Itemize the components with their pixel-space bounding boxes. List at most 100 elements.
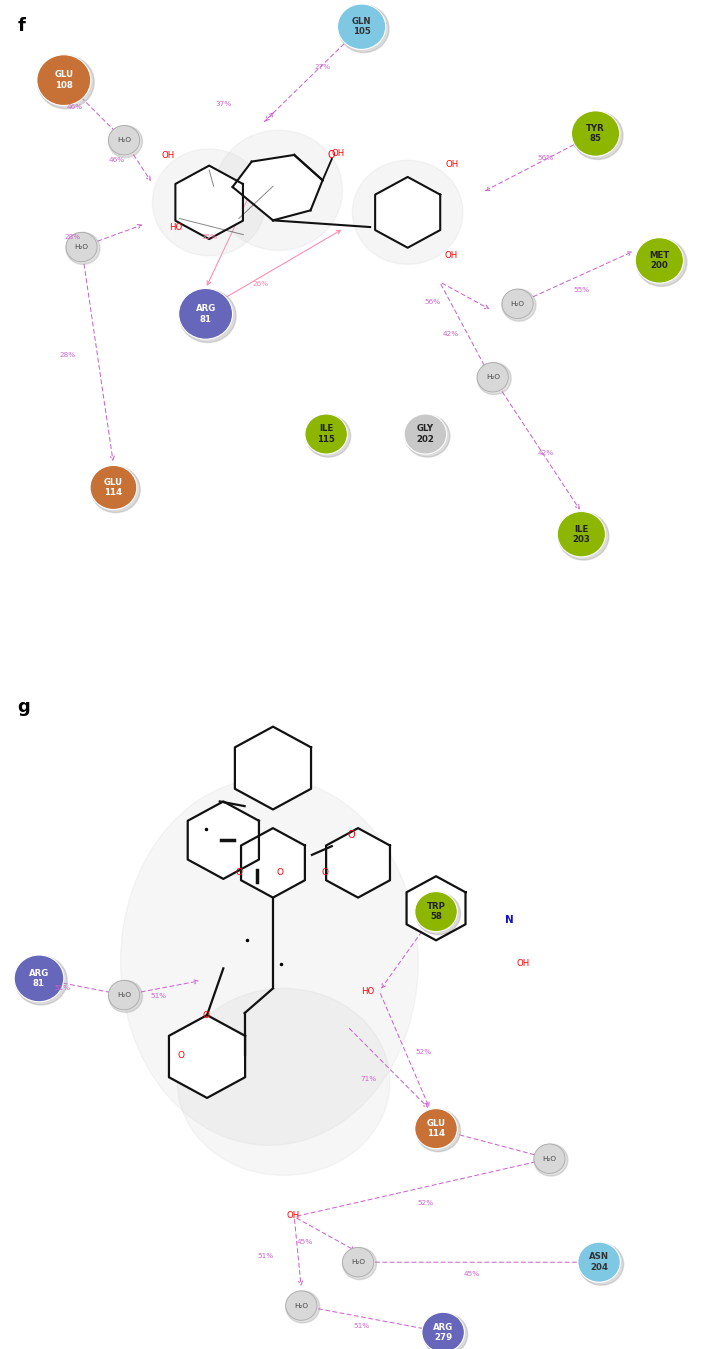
Text: H₂O: H₂O — [117, 992, 131, 998]
Text: 26%: 26% — [253, 281, 269, 287]
Circle shape — [415, 1110, 461, 1152]
Circle shape — [14, 955, 64, 1002]
Circle shape — [215, 131, 342, 251]
Text: GLU
114: GLU 114 — [104, 478, 123, 498]
Text: O: O — [321, 867, 328, 877]
Circle shape — [108, 981, 140, 1010]
Text: TRP
58: TRP 58 — [427, 902, 445, 921]
Circle shape — [578, 1242, 620, 1282]
Circle shape — [571, 111, 620, 156]
Text: ILE
203: ILE 203 — [572, 525, 591, 544]
Text: 52%: 52% — [418, 1201, 433, 1206]
Circle shape — [534, 1144, 565, 1174]
Text: OH: OH — [287, 1211, 300, 1219]
Text: H₂O: H₂O — [117, 138, 131, 143]
Circle shape — [286, 1291, 317, 1321]
Text: TYR
85: TYR 85 — [586, 124, 605, 143]
Text: 27%: 27% — [315, 63, 330, 70]
Text: H₂O: H₂O — [351, 1259, 365, 1265]
Text: OH: OH — [446, 159, 459, 169]
Text: ASN
204: ASN 204 — [589, 1252, 609, 1272]
Circle shape — [306, 415, 350, 457]
Ellipse shape — [177, 989, 390, 1175]
Circle shape — [108, 981, 143, 1013]
Text: 55%: 55% — [574, 287, 589, 294]
Circle shape — [337, 4, 386, 50]
Text: 51%: 51% — [55, 985, 70, 992]
Text: 45%: 45% — [464, 1271, 479, 1278]
Polygon shape — [188, 801, 259, 880]
Circle shape — [152, 148, 266, 256]
Ellipse shape — [121, 778, 418, 1145]
Circle shape — [415, 892, 457, 932]
Text: N: N — [505, 915, 513, 924]
Circle shape — [179, 289, 233, 339]
Circle shape — [404, 414, 447, 455]
Text: GLU
114: GLU 114 — [427, 1118, 445, 1139]
Text: GLN
105: GLN 105 — [352, 18, 372, 36]
Polygon shape — [375, 177, 440, 248]
Circle shape — [635, 237, 683, 283]
Circle shape — [108, 125, 143, 158]
Circle shape — [423, 1314, 468, 1349]
Text: 46%: 46% — [67, 104, 82, 109]
Text: 42%: 42% — [538, 449, 554, 456]
Circle shape — [338, 5, 389, 53]
Text: H₂O: H₂O — [510, 301, 525, 306]
Circle shape — [636, 239, 687, 286]
Text: HO: HO — [361, 987, 374, 997]
Text: OH: OH — [445, 251, 457, 259]
Text: 46%: 46% — [109, 158, 125, 163]
Circle shape — [342, 1248, 376, 1280]
Circle shape — [415, 1109, 457, 1149]
Text: 56%: 56% — [538, 155, 554, 161]
Text: 28%: 28% — [60, 352, 75, 359]
Text: GLU
108: GLU 108 — [55, 70, 73, 90]
Circle shape — [108, 125, 140, 155]
Text: HO: HO — [169, 223, 182, 232]
Text: 52%: 52% — [415, 1050, 431, 1055]
Text: ARG
81: ARG 81 — [29, 969, 49, 987]
Polygon shape — [406, 877, 466, 940]
Text: O: O — [177, 1051, 184, 1060]
Polygon shape — [326, 828, 390, 897]
Text: OH: OH — [332, 150, 345, 158]
Text: 56%: 56% — [425, 299, 440, 305]
Text: 37%: 37% — [216, 101, 231, 107]
Text: H₂O: H₂O — [542, 1156, 557, 1161]
Text: ARG
279: ARG 279 — [433, 1322, 453, 1342]
Circle shape — [579, 1244, 623, 1286]
Text: O: O — [277, 867, 284, 877]
Text: O: O — [235, 867, 242, 877]
Text: O: O — [203, 1010, 210, 1020]
Polygon shape — [235, 727, 311, 809]
Circle shape — [37, 55, 91, 105]
Text: 51%: 51% — [258, 1252, 274, 1259]
Text: OH: OH — [162, 151, 174, 161]
Circle shape — [534, 1144, 568, 1176]
Circle shape — [15, 956, 67, 1005]
Circle shape — [286, 1291, 320, 1323]
Circle shape — [477, 363, 511, 395]
Circle shape — [90, 465, 137, 510]
Text: 42%: 42% — [442, 331, 458, 337]
Polygon shape — [233, 155, 323, 220]
Circle shape — [352, 161, 463, 264]
Text: ILE
115: ILE 115 — [317, 425, 335, 444]
Circle shape — [557, 511, 605, 557]
Text: 71%: 71% — [361, 1075, 376, 1082]
Polygon shape — [175, 166, 243, 239]
Text: O: O — [328, 150, 335, 161]
Circle shape — [477, 363, 508, 393]
Circle shape — [405, 415, 450, 457]
Circle shape — [305, 414, 347, 455]
Text: GLY
202: GLY 202 — [416, 425, 435, 444]
Circle shape — [558, 513, 609, 560]
Text: f: f — [18, 16, 26, 35]
Circle shape — [38, 55, 94, 109]
Text: 28%: 28% — [65, 235, 81, 240]
Text: OH: OH — [517, 959, 530, 969]
Circle shape — [502, 289, 533, 318]
Polygon shape — [169, 1014, 245, 1098]
Circle shape — [502, 289, 536, 321]
